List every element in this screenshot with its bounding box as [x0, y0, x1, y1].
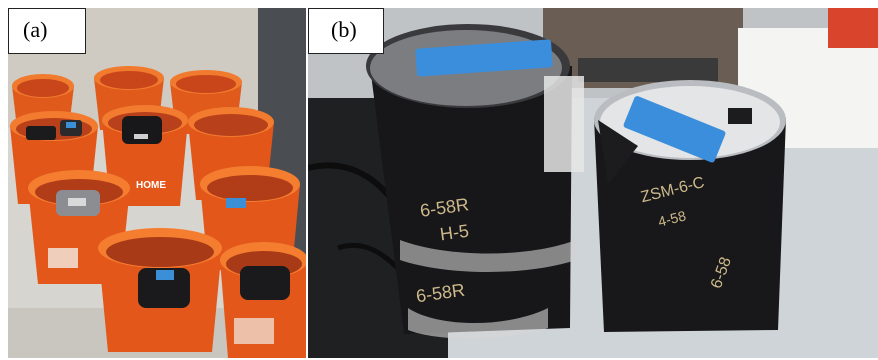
asphalt-core-right: ZSM-6-C 4-58 6-58: [594, 80, 786, 332]
bucket-photo: HOME: [8, 8, 306, 358]
core-right-mark-2: 4-58: [656, 207, 687, 229]
asphalt-core-left: 6-58R H-5 6-58R: [366, 24, 584, 339]
panel-b-photo: 6-58R H-5 6-58R ZSM-6-C 4-58 6-58 (b): [308, 8, 878, 358]
core-photo: 6-58R H-5 6-58R ZSM-6-C 4-58 6-58: [308, 8, 878, 358]
core-left-mark-2: H-5: [439, 221, 471, 245]
panel-a-label: (a): [8, 8, 86, 54]
panel-b-label: (b): [308, 8, 384, 54]
bucket: [220, 242, 306, 358]
panel-a-photo: HOME: [8, 8, 306, 358]
svg-text:HOME: HOME: [136, 180, 166, 191]
bucket: [98, 228, 222, 352]
